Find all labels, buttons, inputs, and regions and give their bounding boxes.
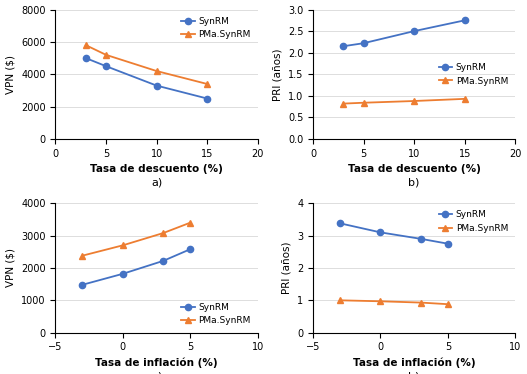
SynRM <box>83 56 89 60</box>
SynRM <box>103 64 109 68</box>
SynRM <box>79 282 85 287</box>
PMa.SynRM <box>83 43 89 47</box>
Line: SynRM: SynRM <box>83 55 210 102</box>
Y-axis label: VPN ($): VPN ($) <box>6 248 16 288</box>
SynRM <box>411 29 417 33</box>
PMa.SynRM <box>187 220 193 225</box>
Line: SynRM: SynRM <box>340 17 468 49</box>
PMa.SynRM <box>204 82 210 86</box>
PMa.SynRM <box>120 243 126 248</box>
Line: SynRM: SynRM <box>337 220 451 247</box>
Y-axis label: PRI (años): PRI (años) <box>281 242 291 294</box>
Text: b): b) <box>408 371 420 374</box>
PMa.SynRM <box>153 69 160 73</box>
SynRM <box>120 272 126 276</box>
SynRM <box>462 18 468 22</box>
Line: PMa.SynRM: PMa.SynRM <box>340 96 468 107</box>
PMa.SynRM <box>103 53 109 57</box>
PMa.SynRM <box>377 299 384 304</box>
SynRM <box>340 44 347 49</box>
SynRM <box>204 96 210 101</box>
PMa.SynRM <box>462 96 468 101</box>
SynRM <box>153 83 160 88</box>
SynRM <box>377 230 384 234</box>
SynRM <box>187 247 193 251</box>
PMa.SynRM <box>360 101 367 105</box>
SynRM <box>160 258 167 263</box>
X-axis label: Tasa de descuento (%): Tasa de descuento (%) <box>348 164 481 174</box>
PMa.SynRM <box>418 300 424 305</box>
PMa.SynRM <box>79 254 85 258</box>
PMa.SynRM <box>340 101 347 106</box>
SynRM <box>337 221 343 226</box>
Y-axis label: VPN ($): VPN ($) <box>6 55 16 94</box>
PMa.SynRM <box>445 302 451 306</box>
X-axis label: Tasa de descuento (%): Tasa de descuento (%) <box>90 164 223 174</box>
X-axis label: Tasa de inflación (%): Tasa de inflación (%) <box>353 358 475 368</box>
SynRM <box>445 242 451 246</box>
Text: b): b) <box>408 178 420 188</box>
Legend: SynRM, PMa.SynRM: SynRM, PMa.SynRM <box>178 300 253 328</box>
SynRM <box>418 237 424 241</box>
PMa.SynRM <box>411 99 417 103</box>
Y-axis label: PRI (años): PRI (años) <box>272 48 282 101</box>
Legend: SynRM, PMa.SynRM: SynRM, PMa.SynRM <box>436 208 511 236</box>
Legend: SynRM, PMa.SynRM: SynRM, PMa.SynRM <box>436 60 511 88</box>
Line: SynRM: SynRM <box>79 246 193 288</box>
Text: a): a) <box>151 178 162 188</box>
PMa.SynRM <box>160 231 167 235</box>
Line: PMa.SynRM: PMa.SynRM <box>337 297 451 307</box>
Line: PMa.SynRM: PMa.SynRM <box>79 220 193 259</box>
PMa.SynRM <box>337 298 343 303</box>
Text: a): a) <box>151 371 162 374</box>
Legend: SynRM, PMa.SynRM: SynRM, PMa.SynRM <box>178 14 253 42</box>
X-axis label: Tasa de inflación (%): Tasa de inflación (%) <box>95 358 218 368</box>
Line: PMa.SynRM: PMa.SynRM <box>83 42 210 87</box>
SynRM <box>360 41 367 46</box>
